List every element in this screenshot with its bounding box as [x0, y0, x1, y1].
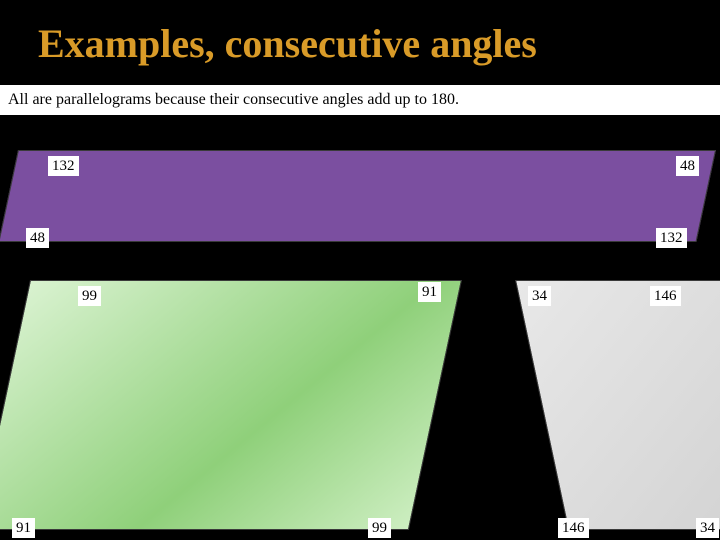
slide-title: Examples, consecutive angles [0, 0, 720, 67]
angle-green-br: 99 [368, 518, 391, 538]
angle-green-tr: 91 [418, 282, 441, 302]
angle-purple-tl: 132 [48, 156, 79, 176]
angle-purple-bl: 48 [26, 228, 49, 248]
angle-purple-tr: 48 [676, 156, 699, 176]
parallelogram-purple [0, 150, 716, 242]
angle-green-tl: 99 [78, 286, 101, 306]
angle-grey-tl: 34 [528, 286, 551, 306]
angle-grey-bl: 146 [558, 518, 589, 538]
slide-subtitle: All are parallelograms because their con… [0, 85, 720, 115]
angle-grey-br: 34 [696, 518, 719, 538]
angle-grey-tr: 146 [650, 286, 681, 306]
parallelogram-green [0, 280, 462, 530]
parallelogram-grey [515, 280, 720, 530]
angle-purple-br: 132 [656, 228, 687, 248]
angle-green-bl: 91 [12, 518, 35, 538]
